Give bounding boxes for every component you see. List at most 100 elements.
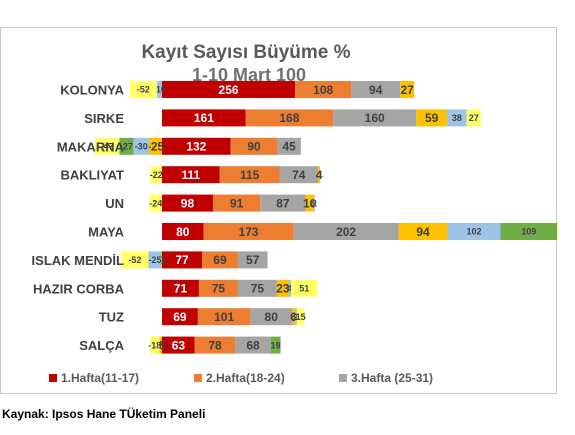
bar-segment [279,166,318,184]
bar-segment [305,194,314,212]
bar-segment [194,336,236,354]
bar-segment [296,308,297,326]
data-label: 27 [401,83,415,97]
bar-segment [290,279,318,297]
data-label: 71 [174,282,188,296]
data-label: 101 [214,310,234,324]
data-label: 90 [247,140,261,154]
bar-segment [466,109,481,127]
data-label: 16 [303,196,317,210]
category-label: MAKARNA [57,139,125,154]
bar-segment [245,109,334,127]
data-label: 4 [287,284,292,294]
data-label: 78 [208,338,222,352]
data-label: 108 [313,83,333,97]
legend-label: 3.Hafta (25-31) [351,371,433,385]
data-label: 23 [276,282,290,296]
bar-segment [162,308,198,326]
bar-segment [149,194,162,212]
data-label: -10 [153,85,166,95]
bar-segment [260,194,306,212]
category-label: TUZ [99,310,124,325]
data-label: 111 [182,168,201,182]
bar-segment [333,109,417,127]
data-label: 256 [219,83,239,97]
category-label: UN [105,196,124,211]
data-label: 63 [172,338,186,352]
bar-segment [148,251,162,269]
bar-segment [318,166,321,184]
data-label: 202 [336,225,356,239]
data-label: -47 [101,142,114,152]
bar-segment [119,137,134,155]
source-note: Kaynak: Ipsos Hane TÜketim Paneli [2,407,206,421]
data-label: 74 [292,168,306,182]
data-label: 173 [239,225,259,239]
bar-segment [198,279,238,297]
bar-segment [162,81,296,98]
data-label: -52 [128,255,141,265]
legend-label: 2.Hafta(18-24) [206,371,285,385]
data-label: 59 [425,111,439,125]
data-label: 109 [521,227,536,237]
bar-segment [202,251,238,269]
bar-segment [351,81,401,98]
data-label: 38 [452,113,462,123]
data-label: 80 [176,225,190,239]
data-label: 45 [282,140,296,154]
data-label: -22 [150,170,163,180]
bar-segment [121,251,149,269]
data-label: -24 [149,198,162,208]
data-label: 98 [181,196,195,210]
bar-segment [94,137,120,155]
bar-segment [150,166,162,184]
bar-segment [398,223,448,240]
bar-segment [159,336,162,354]
legend-swatch [339,374,347,382]
bar-segment [150,336,160,354]
data-label: 102 [466,227,481,237]
data-label: -18 [148,340,161,350]
category-label: MAYA [88,225,125,240]
data-label: 77 [175,253,189,267]
data-label: 161 [194,111,214,125]
bar-segment [235,336,271,354]
data-label: -25 [147,140,165,154]
data-label: 75 [212,282,226,296]
data-label: 69 [173,310,187,324]
bar-segment [149,137,162,155]
bar-segment [162,137,231,155]
bar-segment [296,308,305,326]
bar-segment [203,223,294,240]
data-label: 51 [299,284,309,294]
category-label: SALÇA [79,338,124,353]
bar-segment [400,81,415,98]
data-label: -30 [135,142,148,152]
bar-segment [295,81,352,98]
data-label: 91 [230,196,244,210]
data-label: -5 [155,338,166,352]
legend-swatch [194,374,202,382]
data-label: -25 [148,255,161,265]
chart-svg: Kayıt Sayısı Büyüme % 256 108 94 27-10-5216… [32,42,558,385]
bar-segment [162,279,199,297]
data-label: 19 [271,340,281,350]
bar-segment [162,194,213,212]
bar-segment [237,279,277,297]
bar-segment [446,109,467,127]
bar-segment [270,336,281,354]
data-label: 68 [246,338,260,352]
bar-segment [162,109,246,127]
chart-frame: Kayıt Sayısı Büyüme % 256 108 94 27 -10 -52 16… [0,27,558,394]
bar-segment [416,109,447,127]
bar-segment [162,166,220,184]
bar-segment [293,223,399,240]
data-label: 57 [246,253,260,267]
bar-segment [197,308,251,326]
data-label: -52 [137,85,150,95]
data-label: -27 [120,142,133,152]
bar-segment [162,251,203,269]
overlay-annotation: 1-10 Mart 100 [192,65,306,85]
bar-segment [288,279,291,297]
